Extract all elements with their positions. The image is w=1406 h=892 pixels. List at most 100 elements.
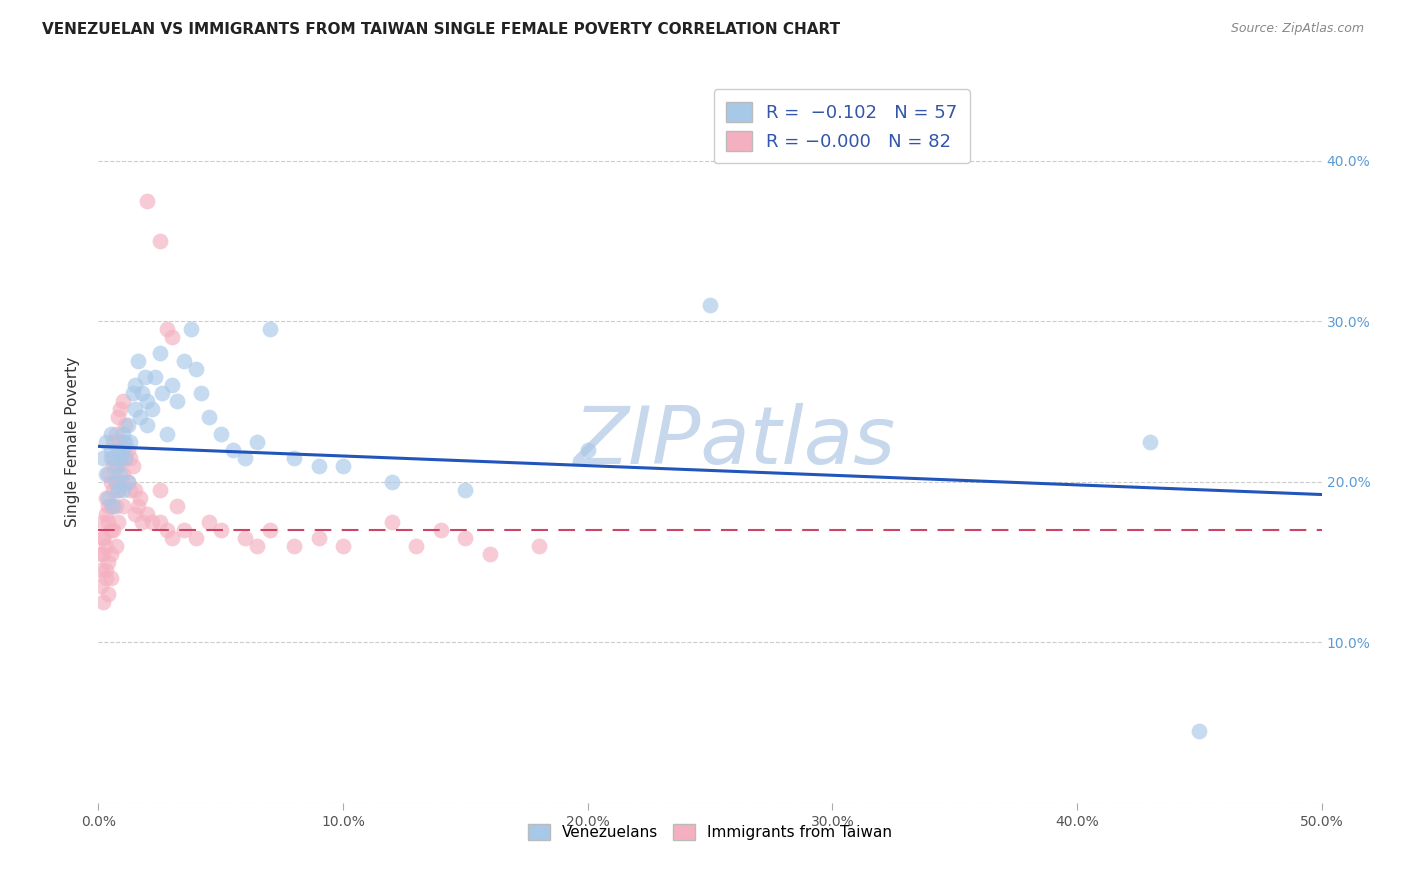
Point xyxy=(129,491,152,505)
Point xyxy=(101,458,124,473)
Point xyxy=(107,442,129,457)
Point xyxy=(160,330,183,344)
Point xyxy=(94,491,117,505)
Point xyxy=(120,483,142,497)
Point xyxy=(1188,723,1211,738)
Point xyxy=(91,595,114,609)
Point xyxy=(100,499,122,513)
Point xyxy=(186,531,208,545)
Point xyxy=(107,483,129,497)
Point xyxy=(143,370,166,384)
Point xyxy=(101,523,124,537)
Point xyxy=(149,515,172,529)
Point xyxy=(117,475,139,489)
Point xyxy=(111,394,134,409)
Point xyxy=(100,571,122,585)
Point xyxy=(100,426,122,441)
Point xyxy=(166,499,188,513)
Point xyxy=(283,539,305,553)
Point xyxy=(129,410,152,425)
Point xyxy=(233,450,256,465)
Point xyxy=(97,555,120,569)
Point xyxy=(209,426,232,441)
Text: VENEZUELAN VS IMMIGRANTS FROM TAIWAN SINGLE FEMALE POVERTY CORRELATION CHART: VENEZUELAN VS IMMIGRANTS FROM TAIWAN SIN… xyxy=(42,22,841,37)
Point xyxy=(120,450,142,465)
Point xyxy=(111,483,134,497)
Point xyxy=(124,402,146,417)
Point xyxy=(233,531,256,545)
Point xyxy=(117,442,139,457)
Point xyxy=(156,523,179,537)
Point xyxy=(111,426,134,441)
Point xyxy=(149,234,172,248)
Point xyxy=(114,450,136,465)
Point xyxy=(259,322,281,336)
Point xyxy=(114,418,136,433)
Point xyxy=(141,402,163,417)
Point xyxy=(332,539,354,553)
Point xyxy=(136,418,159,433)
Point xyxy=(97,491,120,505)
Point xyxy=(110,475,132,489)
Point xyxy=(101,434,124,449)
Point xyxy=(117,475,139,489)
Point xyxy=(97,515,120,529)
Point xyxy=(111,442,134,457)
Point xyxy=(94,539,117,553)
Point xyxy=(104,499,127,513)
Point xyxy=(100,475,122,489)
Point xyxy=(111,467,134,481)
Point xyxy=(100,547,122,561)
Point xyxy=(478,547,501,561)
Point xyxy=(180,322,202,336)
Point xyxy=(136,507,159,521)
Point xyxy=(100,450,122,465)
Point xyxy=(131,515,153,529)
Point xyxy=(134,370,156,384)
Y-axis label: Single Female Poverty: Single Female Poverty xyxy=(65,357,80,526)
Text: ZIPatlas: ZIPatlas xyxy=(574,402,896,481)
Point xyxy=(149,483,172,497)
Point xyxy=(454,531,477,545)
Point xyxy=(111,434,134,449)
Point xyxy=(699,298,721,312)
Point xyxy=(94,467,117,481)
Point xyxy=(381,515,404,529)
Point xyxy=(117,418,139,433)
Point xyxy=(107,515,129,529)
Point xyxy=(110,467,132,481)
Point xyxy=(94,507,117,521)
Point xyxy=(91,531,114,545)
Point xyxy=(121,458,143,473)
Point xyxy=(283,450,305,465)
Point xyxy=(120,434,142,449)
Point xyxy=(332,458,354,473)
Point xyxy=(104,475,127,489)
Point xyxy=(246,539,269,553)
Point xyxy=(91,515,114,529)
Point xyxy=(127,354,149,368)
Point xyxy=(136,394,159,409)
Point xyxy=(91,531,114,545)
Point xyxy=(430,523,453,537)
Point xyxy=(222,442,245,457)
Point xyxy=(90,579,112,593)
Legend: Venezuelans, Immigrants from Taiwan: Venezuelans, Immigrants from Taiwan xyxy=(519,814,901,849)
Point xyxy=(91,450,114,465)
Point xyxy=(160,378,183,392)
Point xyxy=(131,386,153,401)
Point xyxy=(101,483,124,497)
Point xyxy=(114,450,136,465)
Point xyxy=(166,394,188,409)
Point xyxy=(454,483,477,497)
Point xyxy=(149,346,172,360)
Point xyxy=(107,458,129,473)
Point xyxy=(209,523,232,537)
Point xyxy=(124,507,146,521)
Point xyxy=(186,362,208,376)
Point xyxy=(246,434,269,449)
Point xyxy=(190,386,212,401)
Point xyxy=(104,539,127,553)
Point xyxy=(156,322,179,336)
Point xyxy=(94,563,117,577)
